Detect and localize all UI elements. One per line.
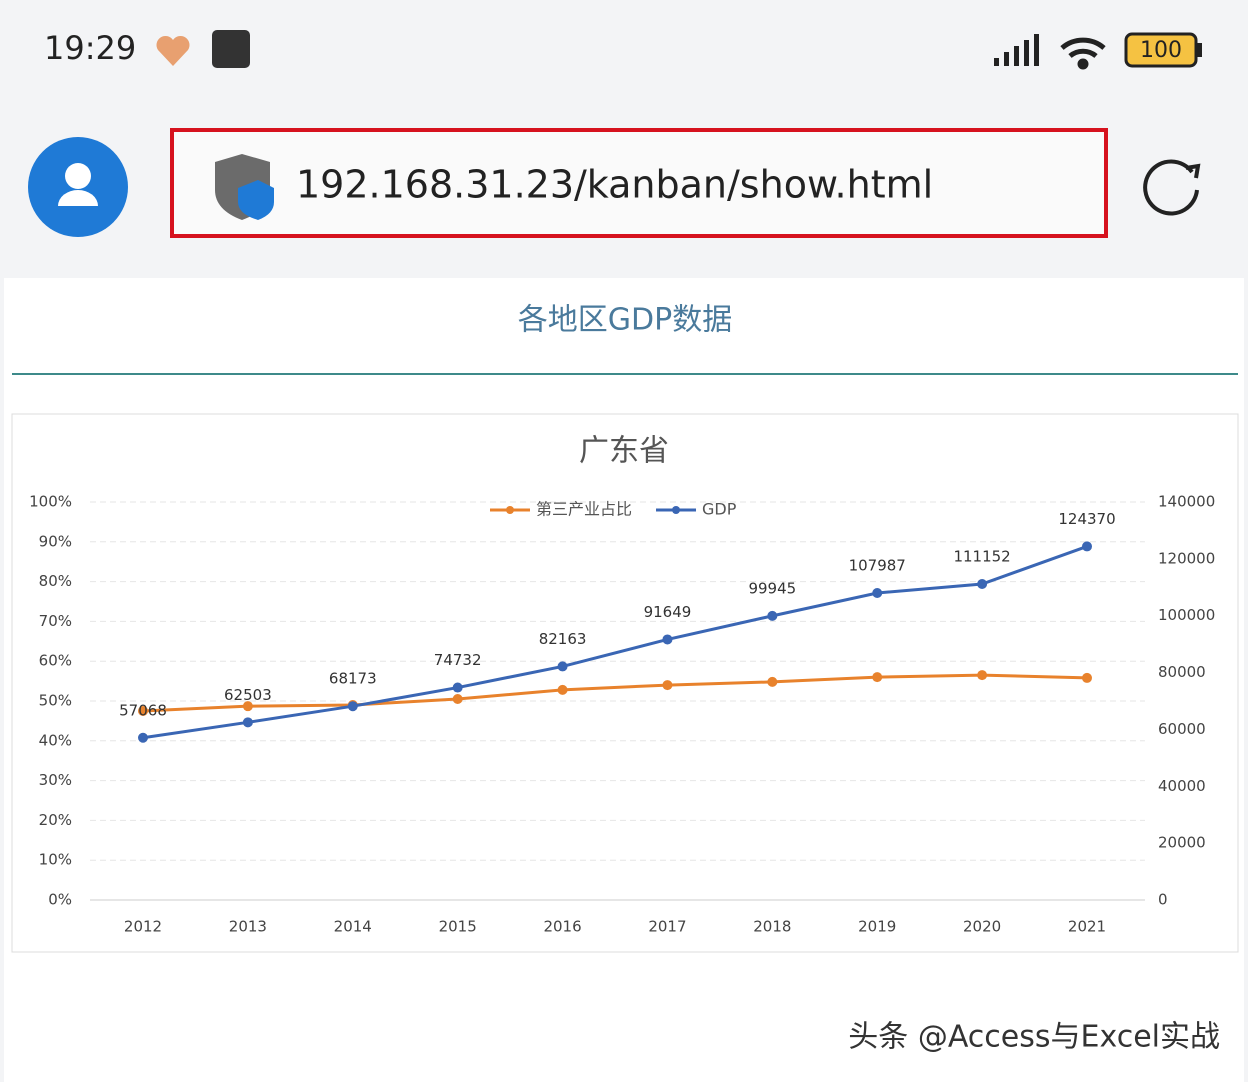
series-line xyxy=(142,673,1088,713)
wifi-icon xyxy=(1060,37,1106,70)
data-label: 111152 xyxy=(953,548,1010,566)
y-tick-label: 10% xyxy=(39,851,72,869)
data-point xyxy=(767,676,778,687)
x-tick-label: 2018 xyxy=(753,918,791,936)
data-label: 62503 xyxy=(224,686,272,704)
legend-marker xyxy=(672,506,681,514)
y-tick-label: 50% xyxy=(39,692,72,710)
series-line xyxy=(142,545,1088,740)
x-tick-label: 2020 xyxy=(963,918,1001,936)
data-point xyxy=(977,670,988,681)
url-text: 192.168.31.23/kanban/show.html xyxy=(296,163,933,207)
y-tick-label: 60% xyxy=(39,652,72,670)
data-label: 91649 xyxy=(644,603,692,621)
x-tick-label: 2012 xyxy=(124,918,162,936)
reload-arrow xyxy=(1185,163,1201,179)
reload-button[interactable] xyxy=(1143,159,1199,216)
y2-tick-label: 140000 xyxy=(1158,493,1215,511)
page-title: 各地区GDP数据 xyxy=(518,303,732,338)
data-label: 99945 xyxy=(748,579,796,597)
data-point xyxy=(1082,672,1092,683)
data-point xyxy=(767,610,778,621)
legend-marker xyxy=(506,506,514,514)
data-point xyxy=(452,694,463,705)
data-point xyxy=(662,634,673,645)
x-tick-label: 2019 xyxy=(858,918,896,936)
battery-icon xyxy=(1124,32,1198,68)
data-point xyxy=(347,701,358,712)
health-icon xyxy=(156,35,190,66)
y-tick-label: 40% xyxy=(39,731,72,749)
address-bar[interactable] xyxy=(170,128,1108,238)
data-point xyxy=(662,680,673,691)
y-tick-label: 90% xyxy=(39,532,72,550)
y2-tick-label: 60000 xyxy=(1158,720,1206,738)
data-point xyxy=(452,682,463,693)
battery-level: 100 xyxy=(1140,38,1182,63)
chart-title: 广东省 xyxy=(579,434,669,469)
y2-tick-label: 40000 xyxy=(1158,777,1206,795)
signal-icon xyxy=(994,34,1039,66)
y-tick-label: 80% xyxy=(39,572,72,590)
chart-panel xyxy=(11,413,1239,953)
data-point xyxy=(242,717,253,728)
data-point xyxy=(242,701,253,712)
legend-label: GDP xyxy=(702,500,737,519)
watermark: 头条 @Access与Excel实战 xyxy=(848,1020,1220,1055)
data-point xyxy=(977,579,988,590)
x-tick-label: 2016 xyxy=(543,918,581,936)
y-tick-label: 0% xyxy=(48,891,72,909)
data-point xyxy=(138,705,148,716)
data-label: 74732 xyxy=(434,651,482,669)
y2-tick-label: 120000 xyxy=(1158,549,1215,567)
y-tick-label: 100% xyxy=(29,493,72,511)
profile-body xyxy=(58,190,98,206)
data-point xyxy=(872,672,883,683)
y2-tick-label: 80000 xyxy=(1158,663,1206,681)
data-label: 57068 xyxy=(119,701,167,719)
status-time: 19:29 xyxy=(44,29,136,67)
profile-head xyxy=(65,163,91,189)
data-point xyxy=(557,684,568,695)
data-label: 107987 xyxy=(849,557,906,575)
y2-tick-label: 0 xyxy=(1158,891,1168,909)
app-icon xyxy=(212,30,250,68)
data-label: 68173 xyxy=(329,670,377,688)
x-tick-label: 2021 xyxy=(1068,918,1106,936)
data-point xyxy=(1082,541,1092,552)
data-label: 82163 xyxy=(539,630,587,648)
data-point xyxy=(557,661,568,672)
battery-tip xyxy=(1197,43,1202,57)
y-tick-label: 30% xyxy=(39,771,72,789)
chart: 0% 10% 20% 30% 40% 50% 60% 70% 80% 90% 100% 0 20000 4… xyxy=(29,493,1215,936)
y2-tick-label: 100000 xyxy=(1158,606,1215,624)
shield-badge xyxy=(238,180,274,220)
data-point xyxy=(138,732,148,743)
legend-label: 第三产业占比 xyxy=(536,500,632,519)
x-tick-label: 2017 xyxy=(648,918,686,936)
x-tick-label: 2015 xyxy=(439,918,477,936)
data-label: 124370 xyxy=(1058,510,1115,528)
x-tick-label: 2014 xyxy=(334,918,372,936)
y2-tick-label: 20000 xyxy=(1158,834,1206,852)
y-tick-label: 70% xyxy=(39,612,72,630)
x-tick-label: 2013 xyxy=(229,918,267,936)
data-point xyxy=(872,588,883,599)
y-tick-label: 20% xyxy=(39,811,72,829)
